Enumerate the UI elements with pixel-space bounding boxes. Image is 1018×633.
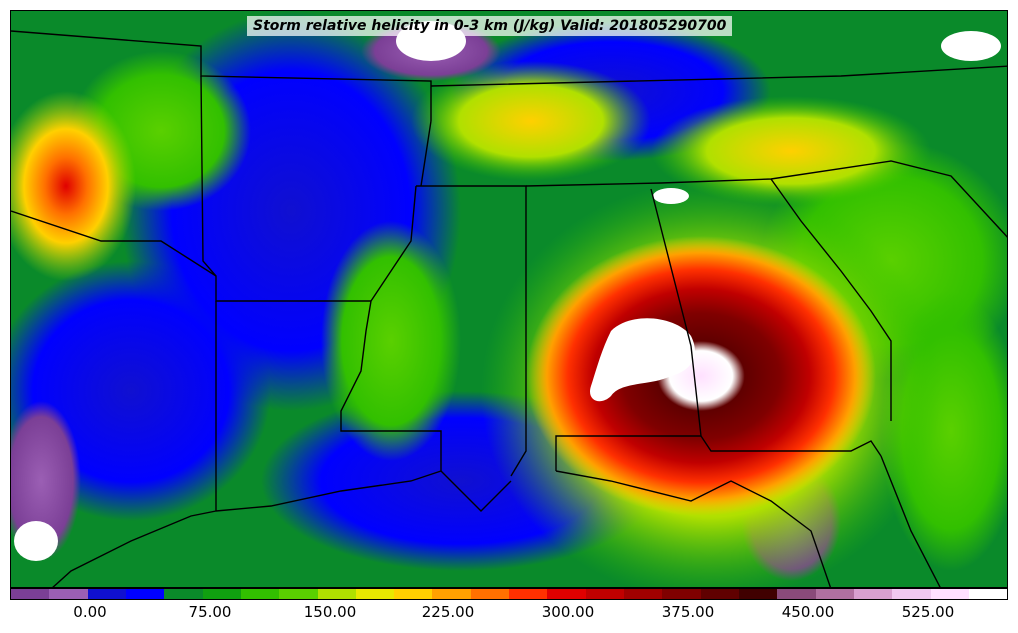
colorbar-segment xyxy=(87,589,126,599)
colorbar-tick-label: 225.00 xyxy=(421,603,475,621)
colorbar-segment xyxy=(49,589,88,599)
colorbar-segment xyxy=(738,589,778,599)
colorbar-tick-label: 450.00 xyxy=(781,603,835,621)
hotspot-west xyxy=(11,91,136,281)
colorbar-segment xyxy=(777,589,816,599)
colorbar-segment xyxy=(547,589,586,599)
colorbar-segment xyxy=(585,589,624,599)
colorbar-segment xyxy=(470,589,510,599)
colorbar-segment xyxy=(509,589,548,599)
colorbar-tick-label: 300.00 xyxy=(541,603,595,621)
colorbar-tick-label: 375.00 xyxy=(661,603,715,621)
colorbar-segment xyxy=(279,589,318,599)
colorbar-segment xyxy=(930,589,969,599)
storm-core xyxy=(526,236,876,516)
colorbar-tick-label: 150.00 xyxy=(303,603,357,621)
map-panel: Storm relative helicity in 0-3 km (J/kg)… xyxy=(10,10,1008,588)
colorbar-tick-label: 0.00 xyxy=(73,603,107,621)
colorbar-segment xyxy=(700,589,739,599)
colorbar-segment xyxy=(202,589,241,599)
yellow-region-north xyxy=(411,61,651,181)
colorbar-segment xyxy=(240,589,280,599)
colorbar-segment xyxy=(968,589,1008,599)
colorbar-segment xyxy=(355,589,395,599)
storm-white-max xyxy=(590,318,695,402)
white-patch-southwest xyxy=(14,521,58,561)
colorbar-tick-label: 75.00 xyxy=(188,603,232,621)
yellow-region-appalachia xyxy=(651,96,931,206)
colorbar-segment xyxy=(624,589,663,599)
colorbar-segment xyxy=(853,589,893,599)
white-patch-northeast xyxy=(941,31,1001,61)
colorbar-tick-label: 525.00 xyxy=(901,603,955,621)
colorbar-segment xyxy=(394,589,433,599)
colorbar-segment xyxy=(892,589,931,599)
helicity-map xyxy=(11,11,1007,587)
purple-region-southwest xyxy=(11,401,81,561)
colorbar-segment xyxy=(432,589,471,599)
colorbar-segment xyxy=(164,589,203,599)
white-patch-georgia-north xyxy=(653,188,689,204)
state-borders xyxy=(11,30,1007,587)
colorbar-segment xyxy=(662,589,701,599)
colorbar-segment xyxy=(11,589,50,599)
colorbar-segment xyxy=(317,589,356,599)
colorbar xyxy=(10,588,1008,600)
map-title: Storm relative helicity in 0-3 km (J/kg)… xyxy=(247,16,733,36)
colorbar-segment xyxy=(815,589,854,599)
colorbar-segment xyxy=(125,589,165,599)
green-region-mississippi xyxy=(321,221,461,461)
